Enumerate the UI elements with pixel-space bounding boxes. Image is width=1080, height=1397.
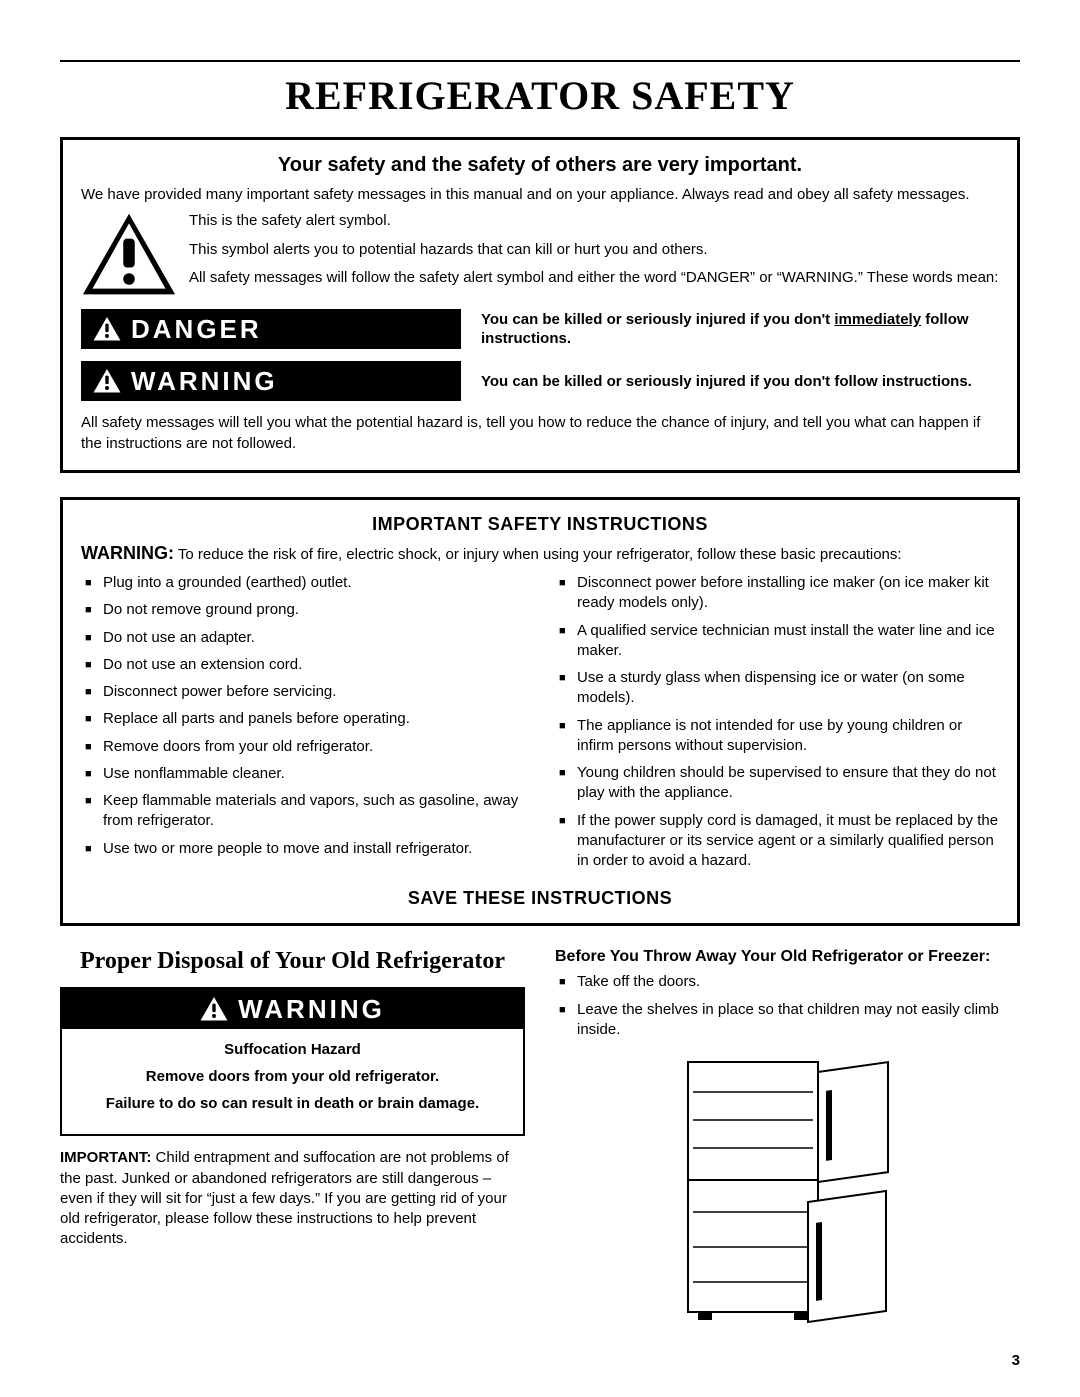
instruction-item: Disconnect power before installing ice m… xyxy=(559,573,999,614)
instruction-item: Use two or more people to move and insta… xyxy=(85,839,525,859)
instruction-item: A qualified service technician must inst… xyxy=(559,621,999,662)
danger-row: DANGER You can be killed or seriously in… xyxy=(81,309,999,349)
disposal-column: Proper Disposal of Your Old Refrigerator… xyxy=(60,948,525,1332)
instruction-item: Do not use an extension cord. xyxy=(85,655,525,675)
instructions-left-col: Plug into a grounded (earthed) outlet. Do… xyxy=(81,573,525,878)
page-title: REFRIGERATOR SAFETY xyxy=(60,72,1020,119)
hazard-line-1: Remove doors from your old refrigerator. xyxy=(76,1066,509,1087)
instructions-columns: Plug into a grounded (earthed) outlet. Do… xyxy=(81,573,999,878)
warning-description: You can be killed or seriously injured i… xyxy=(481,372,999,392)
bottom-section: Proper Disposal of Your Old Refrigerator… xyxy=(60,948,1020,1332)
safety-importance-box: Your safety and the safety of others are… xyxy=(60,137,1020,473)
disposal-title: Proper Disposal of Your Old Refrigerator xyxy=(60,948,525,975)
danger-label-text: DANGER xyxy=(131,314,262,345)
instruction-item: If the power supply cord is damaged, it … xyxy=(559,811,999,872)
alert-line-1: This is the safety alert symbol. xyxy=(189,211,998,231)
warning-label: WARNING xyxy=(81,361,461,401)
important-paragraph: IMPORTANT: Child entrapment and suffocat… xyxy=(60,1148,525,1249)
warning-label-wide-text: WARNING xyxy=(238,994,385,1025)
alert-symbol-text: This is the safety alert symbol. This sy… xyxy=(189,211,998,299)
top-rule xyxy=(60,60,1020,62)
instruction-item: Disconnect power before servicing. xyxy=(85,682,525,702)
alert-line-2: This symbol alerts you to potential haza… xyxy=(189,240,998,260)
safety-intro: We have provided many important safety m… xyxy=(81,185,999,205)
alert-line-3: All safety messages will follow the safe… xyxy=(189,268,998,288)
alert-symbol-row: This is the safety alert symbol. This sy… xyxy=(81,211,999,299)
instruction-item: Do not use an adapter. xyxy=(85,628,525,648)
alert-triangle-small-icon xyxy=(93,368,121,394)
danger-desc-a: You can be killed or seriously injured i… xyxy=(481,311,834,328)
safety-heading: Your safety and the safety of others are… xyxy=(81,154,999,177)
instruction-item: Use a sturdy glass when dispensing ice o… xyxy=(559,668,999,709)
instruction-item: Do not remove ground prong. xyxy=(85,600,525,620)
warning-label-text: WARNING xyxy=(131,366,278,397)
instructions-right-list: Disconnect power before installing ice m… xyxy=(555,573,999,871)
warning-row: WARNING You can be killed or seriously i… xyxy=(81,361,999,401)
instruction-item: Replace all parts and panels before oper… xyxy=(85,709,525,729)
danger-label: DANGER xyxy=(81,309,461,349)
warning-intro-text: To reduce the risk of fire, electric sho… xyxy=(174,546,902,563)
instructions-title: IMPORTANT SAFETY INSTRUCTIONS xyxy=(81,514,999,535)
instruction-item: Young children should be supervised to e… xyxy=(559,763,999,804)
suffocation-body: Suffocation Hazard Remove doors from you… xyxy=(62,1029,523,1134)
refrigerator-diagram xyxy=(668,1052,908,1332)
before-column: Before You Throw Away Your Old Refrigera… xyxy=(555,948,1020,1332)
instruction-item: Remove doors from your old refrigerator. xyxy=(85,737,525,757)
safety-box-footer: All safety messages will tell you what t… xyxy=(81,413,999,454)
alert-triangle-small-icon xyxy=(93,316,121,342)
hazard-title: Suffocation Hazard xyxy=(76,1039,509,1060)
warning-intro-line: WARNING: To reduce the risk of fire, ele… xyxy=(81,541,999,565)
instructions-left-list: Plug into a grounded (earthed) outlet. Do… xyxy=(81,573,525,859)
danger-description: You can be killed or seriously injured i… xyxy=(481,310,999,349)
before-item: Take off the doors. xyxy=(559,972,1020,992)
instruction-item: Plug into a grounded (earthed) outlet. xyxy=(85,573,525,593)
page-number: 3 xyxy=(1012,1352,1020,1369)
before-title: Before You Throw Away Your Old Refrigera… xyxy=(555,948,1020,966)
instructions-right-col: Disconnect power before installing ice m… xyxy=(555,573,999,878)
warning-prefix: WARNING: xyxy=(81,543,174,563)
instruction-item: The appliance is not intended for use by… xyxy=(559,716,999,757)
before-item: Leave the shelves in place so that child… xyxy=(559,1000,1020,1041)
alert-triangle-small-icon xyxy=(200,996,228,1022)
alert-triangle-icon xyxy=(81,211,177,299)
save-instructions: SAVE THESE INSTRUCTIONS xyxy=(81,888,999,909)
danger-desc-underlined: immediately xyxy=(834,311,921,328)
instruction-item: Use nonflammable cleaner. xyxy=(85,764,525,784)
hazard-line-2: Failure to do so can result in death or … xyxy=(76,1093,509,1114)
before-list: Take off the doors. Leave the shelves in … xyxy=(555,972,1020,1040)
warning-label-wide: WARNING xyxy=(62,989,523,1029)
suffocation-warning-box: WARNING Suffocation Hazard Remove doors … xyxy=(60,987,525,1136)
important-instructions-box: IMPORTANT SAFETY INSTRUCTIONS WARNING: T… xyxy=(60,497,1020,927)
instruction-item: Keep flammable materials and vapors, suc… xyxy=(85,791,525,832)
important-prefix: IMPORTANT: xyxy=(60,1149,151,1166)
